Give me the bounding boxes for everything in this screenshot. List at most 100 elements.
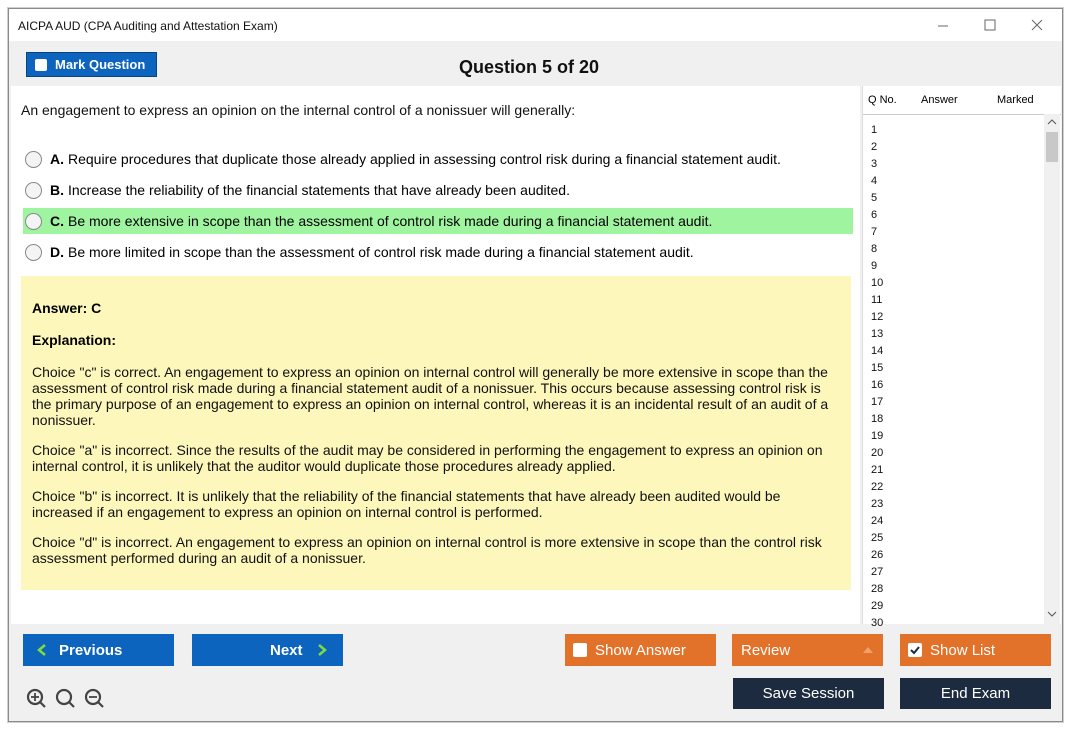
- question-number[interactable]: 23: [871, 498, 884, 510]
- question-number[interactable]: 18: [871, 413, 884, 425]
- question-number[interactable]: 13: [871, 328, 884, 340]
- save-session-button[interactable]: Save Session: [733, 678, 884, 709]
- option-letter: B.: [50, 182, 64, 198]
- column-header: Marked: [997, 94, 1034, 106]
- explanation-paragraph: Choice "b" is incorrect. It is unlikely …: [32, 488, 781, 520]
- zoom-out[interactable]: [84, 688, 104, 708]
- question-number[interactable]: 6: [871, 209, 878, 221]
- button-label: Review: [741, 641, 791, 659]
- question-number[interactable]: 12: [871, 311, 884, 323]
- answer-box: Answer: C Explanation: Choice "c" is cor…: [21, 276, 851, 590]
- question-number[interactable]: 11: [871, 294, 883, 306]
- zoom-controls: [26, 688, 104, 708]
- explanation-heading: Explanation:: [32, 332, 117, 348]
- question-number[interactable]: 22: [871, 481, 884, 493]
- question-list: Q No. Answer Marked 1 2 3 4 5 6 7 8 9 10 11 12 13 14 1…: [862, 86, 1061, 629]
- radio-button[interactable]: [25, 212, 42, 230]
- question-text: An engagement to express an opinion on t…: [21, 102, 576, 118]
- icon: [317, 644, 327, 656]
- option-letter: A.: [50, 151, 64, 167]
- explanation: Choice "c" is correct. An engagement to …: [32, 364, 841, 566]
- option-text: Increase the reliability of the financia…: [68, 182, 570, 198]
- list-header: Q No. Answer Marked: [863, 86, 1061, 115]
- close[interactable]: [1031, 19, 1043, 31]
- scroll-down[interactable]: [1047, 610, 1057, 618]
- icon: [37, 644, 46, 656]
- option-letter: C.: [50, 213, 64, 229]
- button-label: Show Answer: [595, 641, 686, 659]
- checkbox[interactable]: [35, 58, 47, 71]
- question-number[interactable]: 9: [871, 260, 878, 272]
- show-answer-button[interactable]: Show Answer: [565, 634, 716, 666]
- button-label: End Exam: [940, 685, 1011, 702]
- answer-option[interactable]: A. Require procedures that duplicate thos…: [23, 146, 853, 172]
- button-label: Show List: [930, 641, 996, 659]
- scrollbar[interactable]: [1044, 114, 1060, 624]
- question-number[interactable]: 8: [871, 243, 878, 255]
- question-pane: An engagement to express an opinion on t…: [11, 86, 860, 624]
- next-button[interactable]: Next: [192, 634, 343, 666]
- radio-button[interactable]: [25, 181, 42, 199]
- previous-button[interactable]: Previous: [23, 634, 174, 666]
- end-exam-button[interactable]: End Exam: [900, 678, 1051, 709]
- option-letter: D.: [50, 244, 64, 260]
- dropdown-arrow: [863, 647, 873, 653]
- explanation-paragraph: Choice "d" is incorrect. An engagement t…: [32, 534, 822, 566]
- answer-label: Answer: C: [32, 300, 102, 316]
- button-label: Previous: [59, 641, 123, 659]
- question-number[interactable]: 27: [871, 566, 884, 578]
- answer-option[interactable]: B. Increase the reliability of the financ…: [23, 177, 853, 203]
- radio-button[interactable]: [25, 243, 42, 261]
- option-text: Require procedures that duplicate those …: [68, 151, 781, 167]
- question-number[interactable]: 5: [871, 192, 878, 204]
- button-label: Save Session: [762, 685, 855, 702]
- title-bar: AICPA AUD (CPA Auditing and Attestation …: [9, 9, 1062, 41]
- answer-option[interactable]: C. Be more extensive in scope than the as…: [23, 208, 853, 234]
- question-counter: Question 5 of 20: [459, 57, 600, 77]
- zoom-in[interactable]: [26, 688, 46, 708]
- question-number[interactable]: 19: [871, 430, 884, 442]
- question-number[interactable]: 29: [871, 600, 884, 612]
- question-number[interactable]: 21: [871, 464, 884, 476]
- explanation-paragraph: Choice "a" is incorrect. Since the resul…: [32, 442, 823, 474]
- question-number[interactable]: 14: [871, 345, 884, 357]
- column-header: Answer: [921, 94, 958, 106]
- window-controls[interactable]: [929, 15, 1054, 35]
- question-number[interactable]: 16: [871, 379, 884, 391]
- question-number[interactable]: 2: [871, 141, 878, 153]
- checkbox[interactable]: [573, 643, 587, 657]
- scroll-up[interactable]: [1047, 118, 1057, 126]
- zoom-reset[interactable]: [55, 688, 75, 708]
- maximize[interactable]: [984, 19, 996, 31]
- question-number[interactable]: 30: [871, 617, 884, 629]
- column-header: Q No.: [868, 94, 897, 106]
- question-number[interactable]: 15: [871, 362, 884, 374]
- app-window: AICPA AUD (CPA Auditing and Attestation …: [8, 8, 1063, 722]
- question-number[interactable]: 26: [871, 549, 884, 561]
- question-number[interactable]: 10: [871, 277, 884, 289]
- button-label: Mark Question: [55, 57, 146, 72]
- mark-question-button[interactable]: Mark Question: [26, 52, 157, 77]
- scroll-thumb[interactable]: [1046, 132, 1058, 162]
- radio-button[interactable]: [25, 150, 42, 168]
- question-number[interactable]: 3: [871, 158, 878, 170]
- explanation-paragraph: Choice "c" is correct. An engagement to …: [32, 364, 829, 428]
- question-number[interactable]: 17: [871, 396, 884, 408]
- question-number[interactable]: 24: [871, 515, 884, 527]
- window-title: AICPA AUD (CPA Auditing and Attestation …: [18, 19, 278, 33]
- question-number[interactable]: 25: [871, 532, 884, 544]
- question-number[interactable]: 28: [871, 583, 884, 595]
- checkbox[interactable]: [908, 643, 922, 657]
- question-number[interactable]: 20: [871, 447, 884, 459]
- checkmark: [910, 646, 920, 655]
- show-list-button[interactable]: Show List: [900, 634, 1051, 666]
- question-number[interactable]: 4: [871, 175, 878, 187]
- question-number[interactable]: 7: [871, 226, 878, 238]
- option-text: Be more limited in scope than the assess…: [68, 244, 694, 260]
- answer-option[interactable]: D. Be more limited in scope than the asse…: [23, 239, 853, 265]
- question-number[interactable]: 1: [871, 124, 878, 136]
- review-dropdown[interactable]: Review: [732, 634, 883, 666]
- button-label: Next: [270, 641, 303, 659]
- option-text: Be more extensive in scope than the asse…: [68, 213, 713, 229]
